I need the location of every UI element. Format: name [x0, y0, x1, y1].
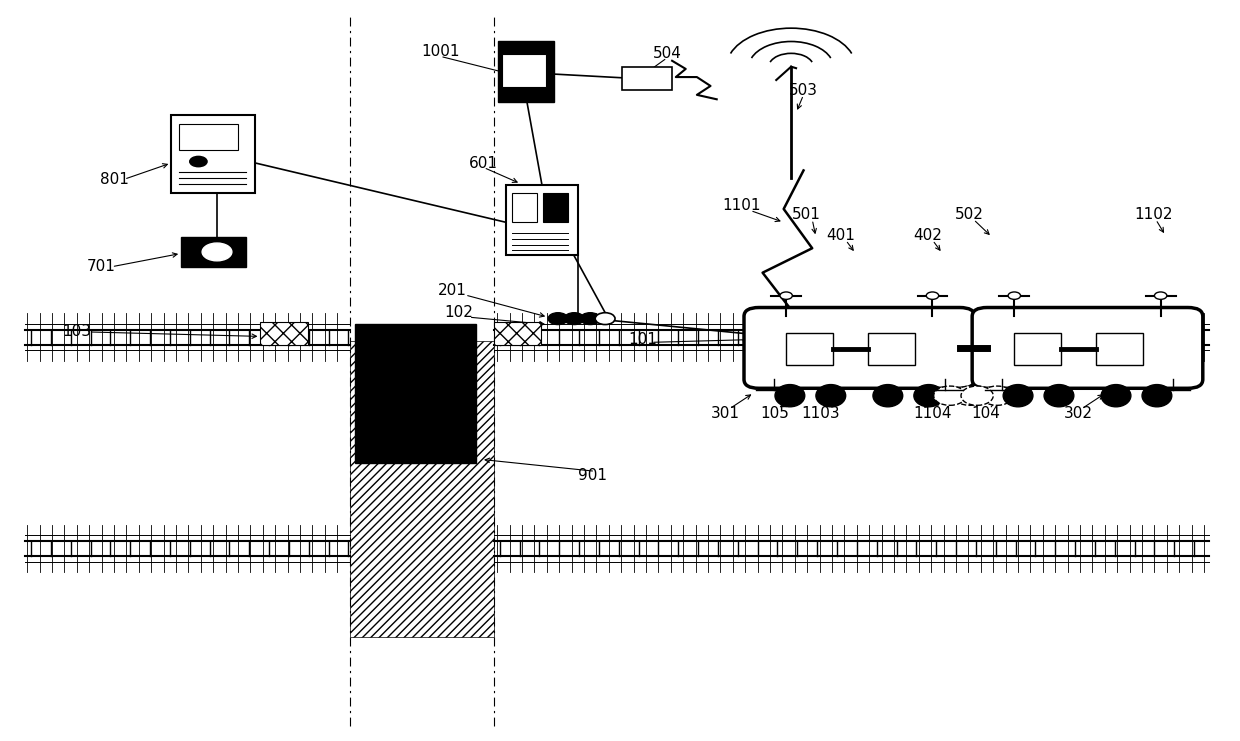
Ellipse shape — [1101, 385, 1131, 407]
Bar — [171, 115, 255, 193]
Bar — [1096, 333, 1143, 365]
Text: 105: 105 — [760, 406, 790, 421]
Text: 201: 201 — [438, 283, 467, 298]
Circle shape — [202, 243, 232, 261]
Circle shape — [926, 292, 939, 299]
FancyBboxPatch shape — [972, 308, 1203, 388]
Text: 1001: 1001 — [420, 44, 460, 59]
Text: 1101: 1101 — [722, 199, 761, 213]
Text: 402: 402 — [913, 228, 942, 243]
Circle shape — [954, 386, 986, 405]
Text: 102: 102 — [444, 305, 474, 320]
Bar — [350, 341, 494, 637]
Text: 302: 302 — [1064, 406, 1094, 421]
Text: 401: 401 — [826, 228, 856, 243]
Circle shape — [981, 386, 1013, 405]
Circle shape — [1008, 292, 1021, 299]
Bar — [786, 333, 833, 365]
Ellipse shape — [1142, 385, 1172, 407]
Bar — [179, 124, 238, 150]
Text: 301: 301 — [711, 406, 740, 421]
Bar — [498, 41, 554, 102]
Ellipse shape — [1003, 385, 1033, 407]
Text: 503: 503 — [789, 83, 818, 98]
Bar — [622, 67, 672, 90]
Text: 502: 502 — [955, 207, 985, 222]
Text: 504: 504 — [652, 46, 682, 61]
Text: 1102: 1102 — [1133, 207, 1173, 222]
FancyBboxPatch shape — [744, 308, 975, 388]
Circle shape — [548, 313, 568, 325]
Circle shape — [780, 292, 792, 299]
Text: 104: 104 — [971, 406, 1001, 421]
Bar — [1014, 333, 1061, 365]
Circle shape — [1154, 292, 1167, 299]
Ellipse shape — [775, 385, 805, 407]
Circle shape — [190, 156, 207, 167]
Ellipse shape — [914, 385, 944, 407]
Bar — [494, 322, 541, 345]
Text: 103: 103 — [62, 325, 92, 339]
Text: 801: 801 — [99, 172, 129, 187]
Bar — [181, 237, 246, 267]
Circle shape — [595, 313, 615, 325]
Ellipse shape — [1044, 385, 1074, 407]
Circle shape — [961, 386, 993, 405]
Bar — [868, 333, 915, 365]
Bar — [512, 193, 537, 222]
Bar — [506, 185, 578, 255]
Circle shape — [934, 386, 966, 405]
Text: 701: 701 — [87, 259, 117, 274]
Circle shape — [580, 313, 600, 325]
Bar — [543, 193, 568, 222]
Text: 1104: 1104 — [913, 406, 952, 421]
Ellipse shape — [873, 385, 903, 407]
Text: 901: 901 — [578, 468, 608, 483]
Text: 601: 601 — [469, 156, 498, 170]
Text: 101: 101 — [627, 332, 657, 347]
Circle shape — [564, 313, 584, 325]
Bar — [502, 54, 546, 87]
Ellipse shape — [816, 385, 846, 407]
Text: 501: 501 — [791, 207, 821, 222]
Text: 1103: 1103 — [801, 406, 841, 421]
Bar — [355, 324, 476, 463]
Bar — [260, 322, 308, 345]
